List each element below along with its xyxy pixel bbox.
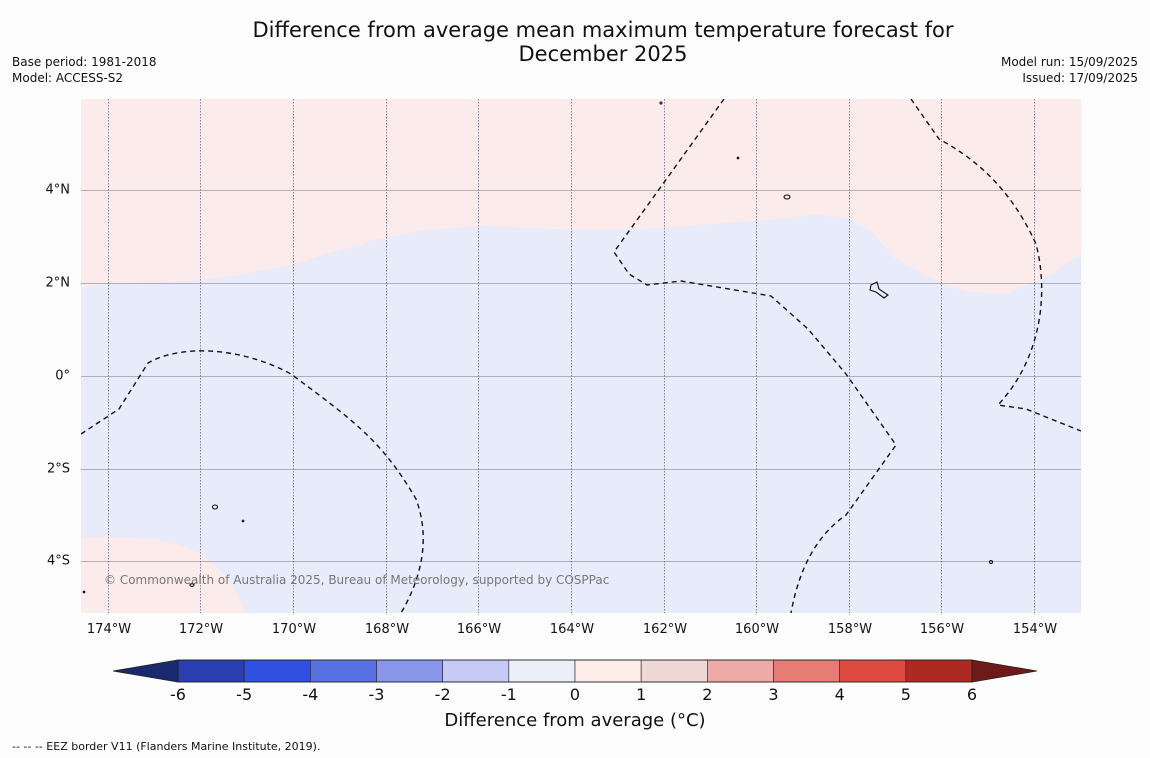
colorbar-tick-label: 2 [702,685,713,704]
lat-label-4n: 4°N [45,182,71,198]
colorbar-tick-label: -3 [368,685,385,704]
issued-date: Issued: 17/09/2025 [1022,71,1138,85]
temperature-anomaly-map[interactable] [81,99,1081,613]
colorbar-max-extend [971,659,1037,683]
colorbar-tick-label: 3 [768,685,779,704]
lon-label-158w: 158°W [827,622,873,637]
warm-anomaly-region-southwest [81,537,246,613]
colorbar-tick-label: 0 [569,685,581,704]
colorbar-tick-label: -4 [302,685,319,704]
colorbar-cell [640,659,708,683]
colorbar-tick-label: -6 [170,685,186,704]
colorbar [113,659,1037,683]
meta-right: Model run: 15/09/2025 Issued: 17/09/2025 [1001,54,1138,86]
lat-label-0: 0° [55,368,70,384]
colorbar-tick-label: 6 [966,685,978,704]
colorbar-cell [905,659,973,683]
colorbar-tick-label: 1 [636,685,647,704]
colorbar-tick-label: -5 [236,685,253,704]
lon-label-174w: 174°W [86,622,132,637]
colorbar-cell [376,659,443,683]
lon-label-172w: 172°W [178,622,224,637]
colorbar-tick-label: 4 [834,685,845,704]
colorbar-cell [574,659,642,683]
colorbar-frame [177,659,973,683]
colorbar-cell [442,659,510,683]
lat-label-4s: 4°S [46,553,70,569]
graticule [81,190,1081,562]
colorbar-tick-label: 5 [900,685,911,704]
lon-label-168w: 168°W [364,622,410,637]
base-period: Base period: 1981-2018 [12,55,157,69]
colorbar-tick-label: -1 [500,685,517,704]
lon-label-160w: 160°W [734,622,780,637]
map-canvas [81,99,1081,613]
islands [82,101,994,594]
map-title: Difference from average mean maximum tem… [252,18,954,66]
lat-label-2s: 2°S [46,461,70,477]
colorbar-label: Difference from average (°C) [444,710,706,731]
eez-footnote: -- -- -- EEZ border V11 (Flanders Marine… [12,740,321,753]
lon-label-170w: 170°W [271,622,317,637]
colorbar-cell [839,659,907,683]
lon-label-166w: 166°W [456,622,502,637]
colorbar-cell [707,659,774,683]
lat-label-2n: 2°N [45,275,71,291]
colorbar-cell [773,659,840,683]
colorbar-cell [177,659,245,683]
colorbar-cells [177,659,973,683]
meta-left: Base period: 1981-2018 Model: ACCESS-S2 [12,54,157,86]
model-run: Model run: 15/09/2025 [1000,55,1138,69]
lon-label-156w: 156°W [919,622,965,637]
lon-label-162w: 162°W [642,622,688,637]
colorbar-cell [243,659,311,683]
colorbar-min-extend [113,659,179,683]
warm-anomaly-region-north [81,99,1081,294]
lon-label-154w: 154°W [1012,622,1058,637]
eez-borders [81,99,1081,613]
model-name: Model: ACCESS-S2 [12,71,124,85]
colorbar-tick-label: -2 [434,685,451,704]
colorbar-cell [310,659,377,683]
copyright-notice: © Commonwealth of Australia 2025, Bureau… [104,573,610,587]
lon-label-164w: 164°W [549,622,595,637]
colorbar-cell [508,659,576,683]
